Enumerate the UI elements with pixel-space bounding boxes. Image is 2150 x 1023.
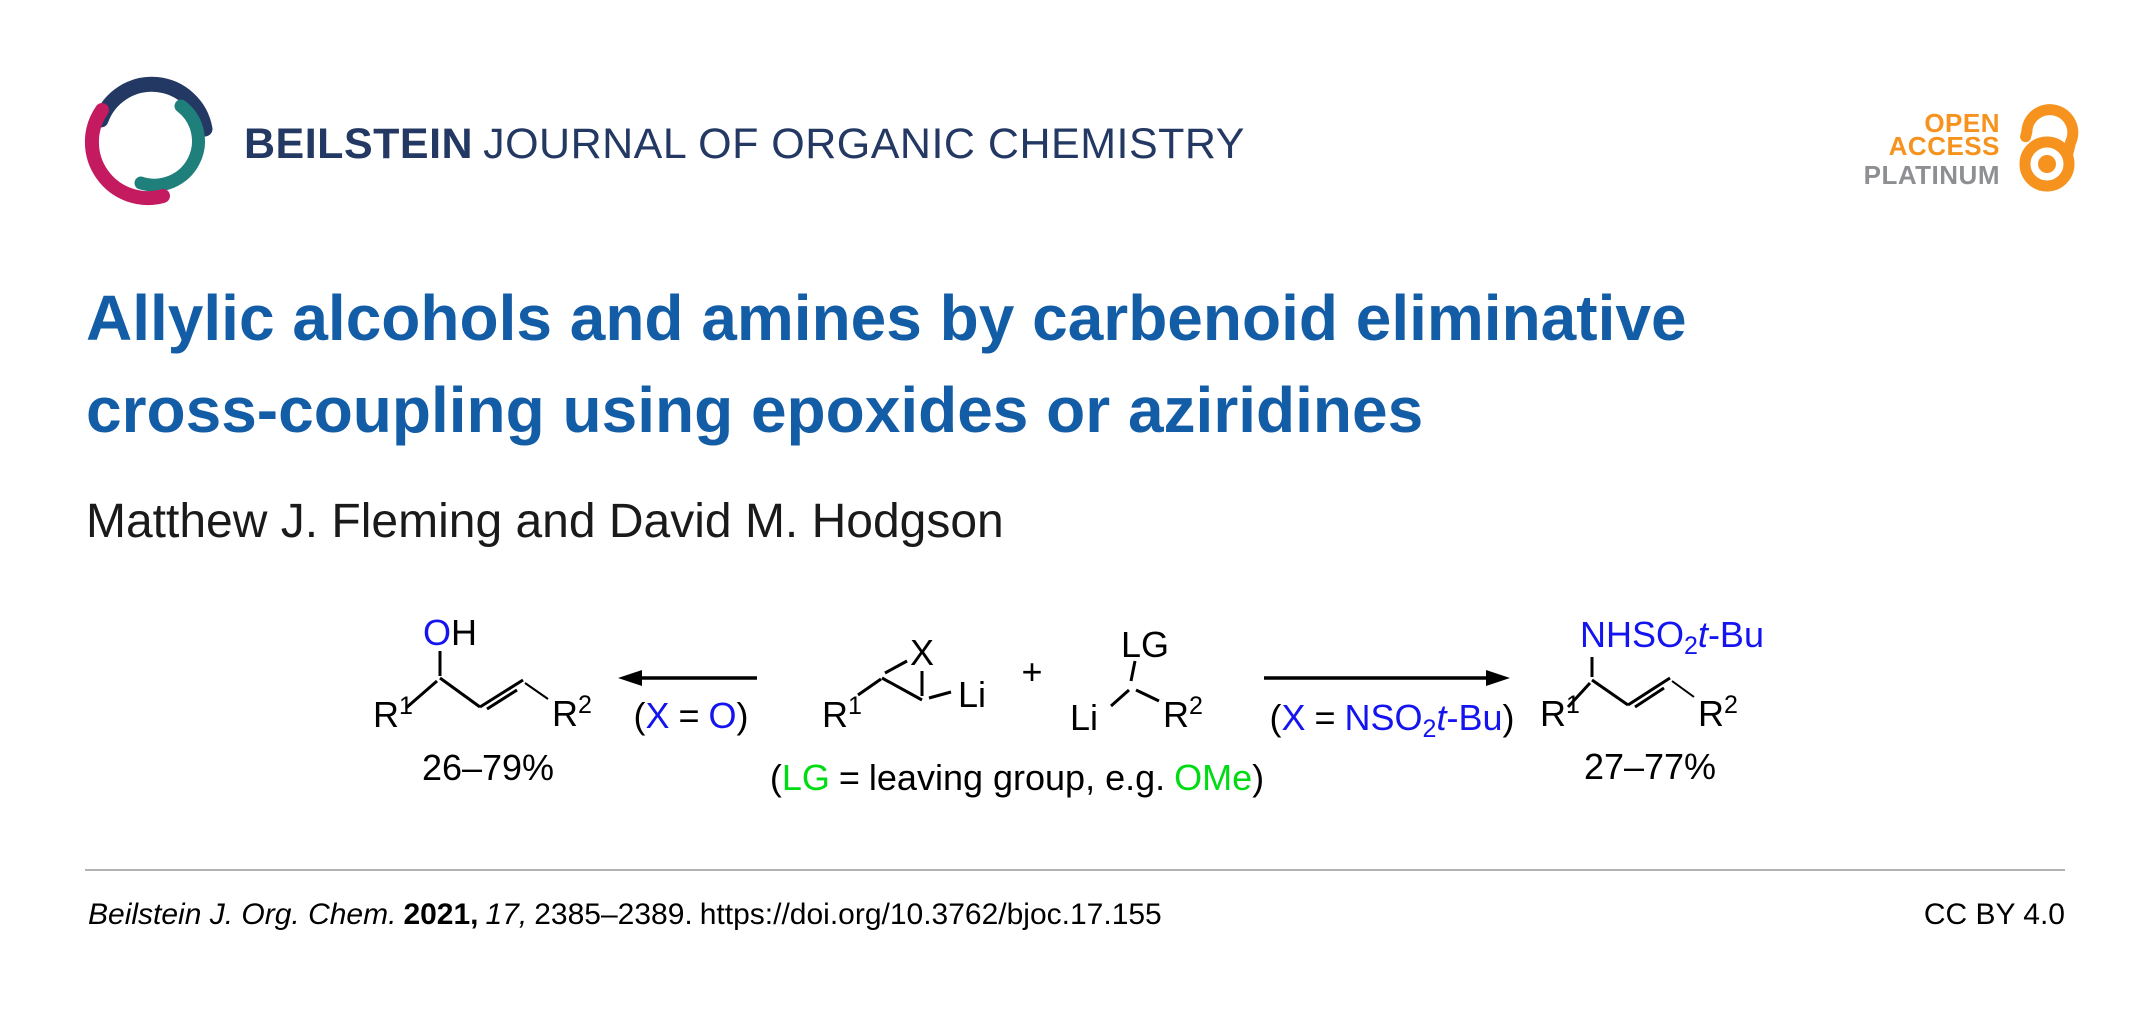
double-bond <box>1634 686 1665 709</box>
beilstein-swirl-logo-icon <box>84 76 213 206</box>
citation-doi-link[interactable]: https://doi.org/10.3762/bjoc.17.155 <box>699 898 1162 931</box>
logo-arc-navy <box>93 76 213 137</box>
bond <box>1129 660 1137 682</box>
article-authors: Matthew J. Fleming and David M. Hodgson <box>86 495 1004 548</box>
r1-label: R1 <box>373 692 413 735</box>
double-bond <box>479 678 524 709</box>
arrowhead-left <box>618 670 642 686</box>
open-access-line-open: OPEN <box>1924 108 2000 138</box>
r2-label: R2 <box>1163 692 1203 735</box>
citation-volume: 17, <box>485 898 528 931</box>
citation-pages: 2385–2389. <box>534 898 693 931</box>
bond <box>1591 678 1629 707</box>
double-bond <box>486 688 518 711</box>
arrowhead-right <box>1486 670 1510 686</box>
x-heteroatom-label: X <box>910 632 934 673</box>
citation-year: 2021, <box>403 898 479 931</box>
citation-journal: Beilstein J. Org. Chem. <box>88 898 397 931</box>
bond <box>439 676 481 709</box>
open-access-badge: OPEN ACCESS PLATINUM <box>1856 100 2096 196</box>
journal-name-beilstein: BEILSTEIN <box>244 120 474 168</box>
r1-label: R1 <box>1540 691 1580 734</box>
left-arrow-condition: (X = O) <box>633 695 748 736</box>
ring-bond <box>884 659 908 675</box>
sulfonamide-label: NHSO2t-Bu <box>1580 614 1764 660</box>
ring-bond <box>881 676 923 702</box>
bond <box>857 677 882 697</box>
right-reaction-arrow: (X = NSO2t-Bu) <box>1264 670 1515 743</box>
yield-right: 27–77% <box>1584 746 1716 787</box>
bond <box>1671 680 1695 698</box>
bond <box>1110 688 1130 708</box>
open-access-lock-icon <box>2019 104 2079 192</box>
article-title: Allylic alcohols and amines by carbenoid… <box>86 272 1687 456</box>
plus-sign: + <box>1021 651 1042 692</box>
open-access-text: OPEN ACCESS PLATINUM <box>1856 100 2000 196</box>
double-bond <box>1627 676 1671 707</box>
bond <box>1566 681 1592 709</box>
r2-label: R2 <box>1698 691 1738 734</box>
bond <box>928 690 952 700</box>
lock-shackle <box>2020 104 2079 159</box>
article-title-line2: cross-coupling using epoxides or aziridi… <box>86 374 1424 446</box>
license-label: CC BY 4.0 <box>1923 898 2065 931</box>
logo-arc-crimson <box>84 103 170 206</box>
r1-label: R1 <box>822 692 862 735</box>
leaving-group-label: LG <box>1121 624 1169 665</box>
lock-keyhole <box>2038 155 2056 173</box>
lithium-carbenoid: LG Li R2 <box>1070 624 1203 738</box>
logo-arc-teal <box>134 99 205 192</box>
open-access-line-access: ACCESS <box>1888 131 2000 161</box>
bond <box>1135 688 1160 703</box>
allylic-alcohol-product: OH R1 R2 26–79% <box>373 612 592 788</box>
leaving-group-caption: (LG = leaving group, e.g. OMe) <box>770 757 1264 798</box>
lithium-label: Li <box>1070 697 1098 738</box>
lock-body <box>2019 136 2075 192</box>
reaction-scheme: OH R1 R2 26–79% (X = O) R1 X Li + LG Li R2 <box>373 612 1764 798</box>
r2-label: R2 <box>552 691 592 734</box>
hydroxyl-label: OH <box>423 612 477 653</box>
allylic-amine-product: NHSO2t-Bu R1 R2 27–77% <box>1540 614 1764 787</box>
article-title-line1: Allylic alcohols and amines by carbenoid… <box>86 282 1687 354</box>
open-access-line-platinum: PLATINUM <box>1863 160 2000 190</box>
journal-name: BEILSTEIN JOURNAL OF ORGANIC CHEMISTRY <box>244 120 1245 169</box>
lithiated-heterocycle: R1 X Li <box>822 632 986 735</box>
lithium-label: Li <box>958 674 986 715</box>
left-reaction-arrow: (X = O) <box>618 670 757 736</box>
citation: Beilstein J. Org. Chem. 2021, 17, 2385–2389… <box>88 898 1162 932</box>
right-arrow-condition: (X = NSO2t-Bu) <box>1269 697 1514 743</box>
bond <box>405 679 438 710</box>
journal-name-rest: JOURNAL OF ORGANIC CHEMISTRY <box>483 120 1245 168</box>
footer-divider <box>85 869 2065 871</box>
yield-left: 26–79% <box>422 747 554 788</box>
bond <box>524 682 549 700</box>
